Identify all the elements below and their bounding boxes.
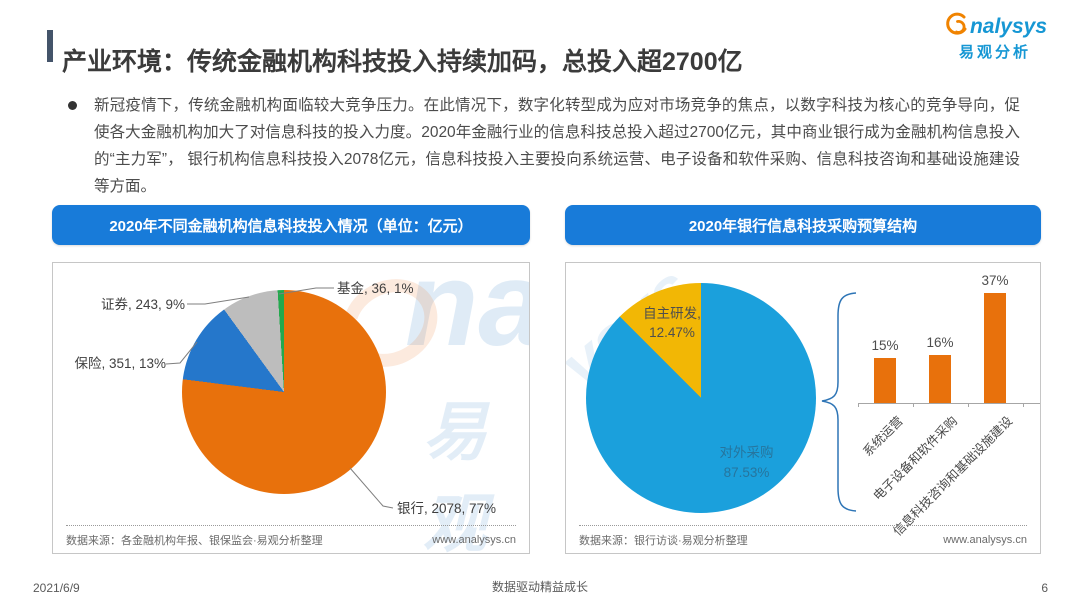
pie-label-securities: 证券, 243, 9% — [100, 297, 185, 312]
right-website-text: www.analysys.cn — [943, 533, 1027, 546]
left-website-text: www.analysys.cn — [432, 533, 516, 546]
axis-tick — [913, 403, 914, 407]
page-number: 6 — [1041, 581, 1048, 595]
summary-text: 新冠疫情下，传统金融机构面临较大竞争压力。在此情况下，数字化转型成为应对市场竞争… — [94, 97, 1020, 196]
bar-x-axis — [858, 403, 1040, 404]
summary-block: 新冠疫情下，传统金融机构面临较大竞争压力。在此情况下，数字化转型成为应对市场竞争… — [66, 92, 1020, 201]
right-source-text: 数据来源：银行访谈·易观分析整理 — [579, 534, 748, 547]
left-chart-header: 2020年不同金融机构信息科技投入情况（单位：亿元） — [52, 205, 530, 245]
pie-label-external: 对外采购 87.53% — [719, 445, 774, 480]
leader-lines — [165, 287, 394, 509]
bar-system-ops — [874, 358, 896, 403]
bar-equipment-software — [929, 355, 951, 403]
left-chart-panel: na 易观 基金, 36, 1% 证券, 243, 9% 保险, 351, 13… — [52, 262, 530, 554]
axis-tick — [1023, 403, 1024, 407]
bullet-icon — [68, 101, 77, 110]
institutions-pie-chart — [182, 290, 386, 494]
brand-name: nalysys — [969, 15, 1048, 38]
pie-label-insurance: 保险, 351, 13% — [74, 356, 166, 371]
bar-consulting-infra — [984, 293, 1006, 403]
bar-value-equipment-software: 16% — [926, 335, 954, 350]
pie-label-inhouse: 自主研发, 12.47% — [643, 306, 701, 340]
procurement-pie-chart — [586, 283, 816, 513]
right-chart-header: 2020年银行信息科技采购预算结构 — [565, 205, 1041, 245]
brand-name-cn: 易观分析 — [958, 44, 1031, 61]
page-title: 产业环境：传统金融机构科技投入持续加码，总投入超2700亿 — [62, 47, 743, 76]
title-accent-bar — [47, 30, 53, 62]
footer-date: 2021/6/9 — [33, 581, 80, 595]
pie-label-bank: 银行, 2078, 77% — [397, 501, 497, 516]
axis-tick — [858, 403, 859, 407]
brand-logo: nalysys 易观分析 — [940, 12, 1050, 60]
right-chart-panel: ysys 自主研发, 12.47% 对外采购 87.53% 15% 16% 37… — [565, 262, 1041, 554]
axis-tick — [968, 403, 969, 407]
pie-label-fund: 基金, 36, 1% — [337, 281, 414, 296]
logo-a-swirl-icon — [943, 12, 970, 41]
left-source-text: 数据来源：各金融机构年报、银保监会·易观分析整理 — [66, 534, 323, 547]
brace-icon — [821, 292, 857, 512]
footer-motto: 数据驱动精益成长 — [491, 580, 588, 594]
bar-value-system-ops: 15% — [871, 338, 899, 353]
bar-value-consulting-infra: 37% — [981, 273, 1009, 288]
